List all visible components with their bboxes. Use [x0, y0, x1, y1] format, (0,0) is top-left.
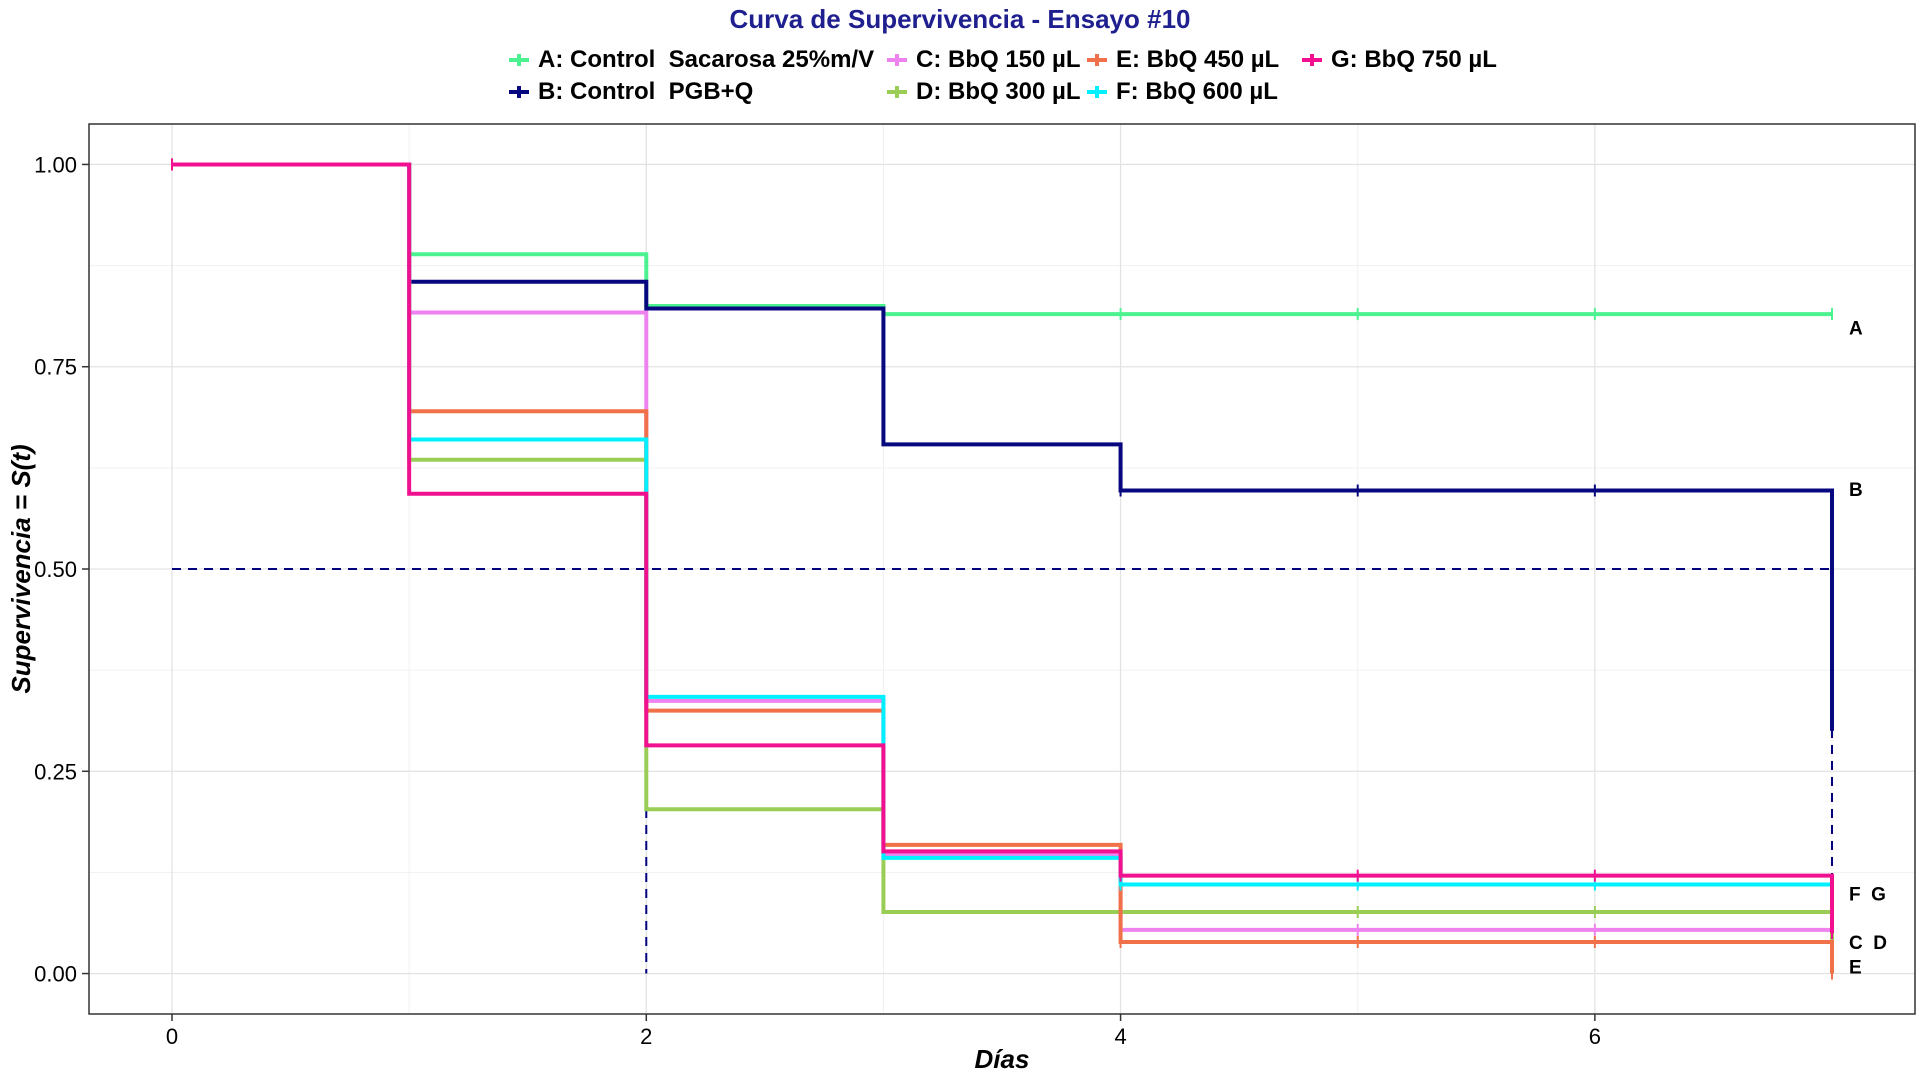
- legend-label: E: BbQ 450 µL: [1116, 46, 1280, 73]
- legend-label: F: BbQ 600 µL: [1116, 78, 1278, 105]
- x-axis-title: Días: [975, 1044, 1030, 1074]
- legend-key: [1301, 49, 1323, 71]
- legend-item-e: E: BbQ 450 µL: [1086, 45, 1279, 75]
- y-tick-label: 0.25: [34, 759, 77, 784]
- legend-key: [1086, 49, 1108, 71]
- y-tick-label: 0.75: [34, 355, 77, 380]
- series-layer: [171, 158, 1834, 980]
- grid-layer: [89, 124, 1915, 1014]
- legend-key: [508, 49, 530, 71]
- legend-label: D: BbQ 300 µL: [916, 78, 1081, 105]
- x-tick-label: 4: [1114, 1024, 1126, 1049]
- x-tick-label: 6: [1589, 1024, 1601, 1049]
- end-label: E: [1849, 957, 1862, 978]
- y-tick-label: 0.50: [34, 557, 77, 582]
- legend-item-f: F: BbQ 600 µL: [1086, 77, 1278, 107]
- chart-title: Curva de Supervivencia - Ensayo #10: [729, 4, 1191, 34]
- y-tick-label: 0.00: [34, 962, 77, 987]
- end-label: F G: [1849, 885, 1886, 906]
- legend-key: [886, 81, 908, 103]
- x-tick-label: 0: [166, 1024, 178, 1049]
- legend-item-d: D: BbQ 300 µL: [886, 77, 1081, 107]
- legend-label: C: BbQ 150 µL: [916, 46, 1081, 73]
- legend-item-g: G: BbQ 750 µL: [1301, 45, 1497, 75]
- end-label: C D: [1849, 933, 1887, 954]
- legend-label: A: Control Sacarosa 25%m/V: [538, 46, 875, 73]
- end-labels: A B F G C D E: [1849, 318, 1887, 978]
- legend-item-a: A: Control Sacarosa 25%m/V: [508, 45, 874, 75]
- legend-key: [508, 81, 530, 103]
- end-label: A: [1849, 318, 1863, 339]
- legend-item-b: B: Control PGB+Q: [508, 77, 753, 107]
- end-label: B: [1849, 480, 1863, 501]
- tick-layer: 0 2 4 6 0.00 0.25 0.50 0.75 1.00: [34, 152, 1601, 1049]
- legend: A: Control Sacarosa 25%m/V B: Control PGB…: [508, 45, 1548, 111]
- x-tick-label: 2: [640, 1024, 652, 1049]
- y-axis-title: Supervivencia = S(t): [6, 444, 36, 693]
- y-tick-label: 1.00: [34, 152, 77, 177]
- legend-item-c: C: BbQ 150 µL: [886, 45, 1081, 75]
- series-g: [171, 158, 1834, 940]
- legend-label: G: BbQ 750 µL: [1331, 46, 1497, 73]
- legend-key: [1086, 81, 1108, 103]
- legend-label: B: Control PGB+Q: [538, 78, 754, 105]
- legend-key: [886, 49, 908, 71]
